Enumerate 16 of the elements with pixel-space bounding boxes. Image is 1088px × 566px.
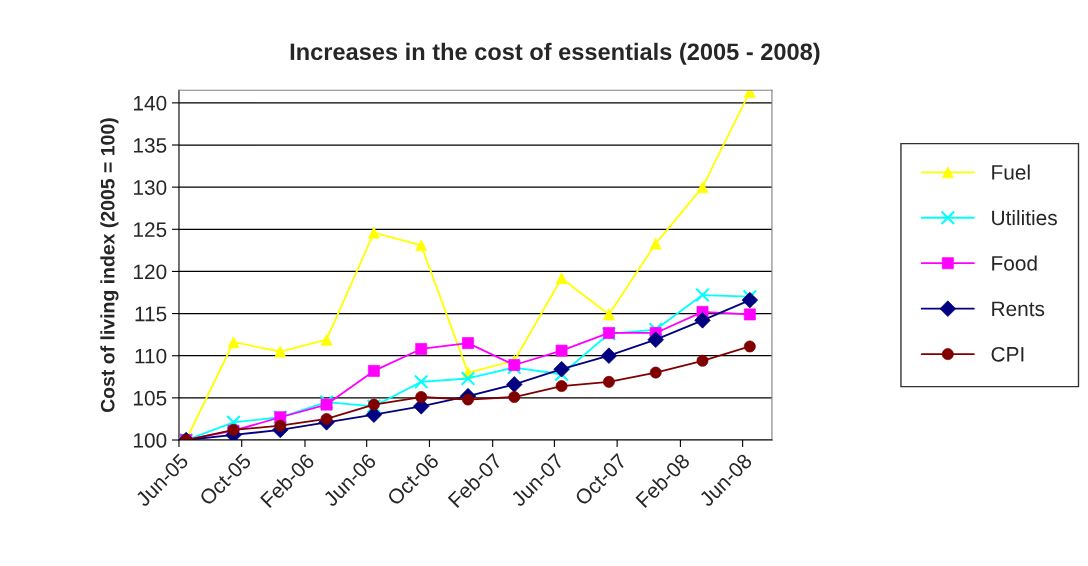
chart-title: Increases in the cost of essentials (2005 - 2008): [290, 42, 820, 65]
legend-label: Food: [992, 255, 1037, 271]
legend-label: Utilities: [992, 209, 1057, 226]
y-tick-label: 120: [134, 264, 167, 280]
legend-label: Fuel: [992, 164, 1030, 180]
y-tick-label: 140: [134, 95, 167, 111]
legend-label: Rents: [992, 301, 1045, 317]
y-tick-label: 130: [134, 180, 167, 195]
legend-label: CPI: [991, 346, 1024, 362]
y-tick-label: 110: [135, 348, 167, 364]
y-tick-label: 100: [134, 433, 167, 448]
y-tick-label: 125: [134, 222, 167, 238]
y-tick-label: 105: [134, 390, 167, 406]
y-axis-title: Cost of living index (2005 = 100): [100, 118, 119, 413]
y-tick-label: 115: [135, 306, 167, 322]
y-tick-label: 135: [134, 138, 167, 153]
